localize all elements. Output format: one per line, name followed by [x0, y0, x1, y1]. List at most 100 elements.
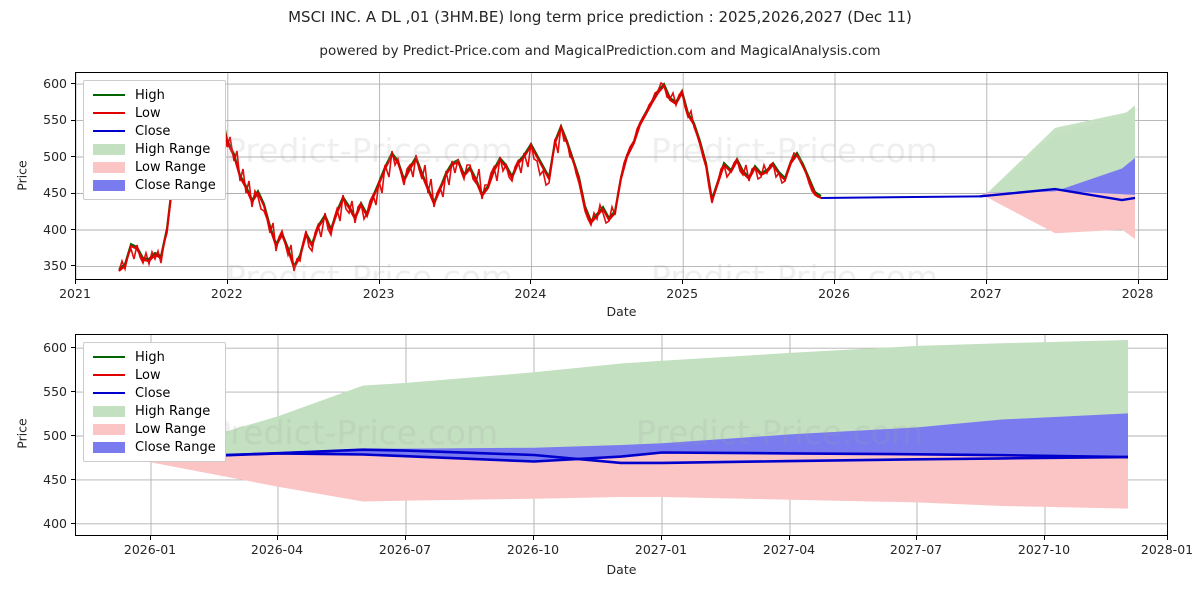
top-plot-area: Predict-Price.com Predict-Price.com Pred…: [75, 72, 1168, 280]
top-xtick-2023: 2023: [362, 286, 395, 301]
legend-item-label: High Range: [135, 141, 211, 157]
bottom-ytick-450: 450: [43, 472, 67, 487]
top-xtick-2022: 2022: [210, 286, 243, 301]
bottom-xaxis-label: Date: [606, 562, 637, 577]
legend-item-high-range[interactable]: High Range: [91, 402, 216, 420]
bottom-xtick-2027-07: 2027-07: [889, 542, 943, 557]
legend-item-high[interactable]: High: [91, 348, 216, 366]
top-xtick-mark: [226, 280, 228, 284]
top-ytick-350: 350: [43, 258, 67, 273]
top-xtick-2026: 2026: [818, 286, 850, 301]
top-xtick-mark: [985, 280, 987, 284]
top-ytick-mark: [71, 265, 75, 267]
legend-item-label: High: [135, 349, 165, 365]
legend-item-close[interactable]: Close: [91, 384, 216, 402]
bottom-chart-legend[interactable]: High Low Close High Range Low Range Clos…: [83, 342, 226, 462]
legend-item-label: Close: [135, 385, 171, 401]
bottom-xtick-mark: [1167, 536, 1168, 540]
bottom-xtick-mark: [1044, 536, 1045, 540]
bottom-close-line-shape: [120, 448, 1129, 465]
legend-close-range-swatch: [91, 440, 127, 454]
top-forecast-close-line: [979, 187, 1136, 202]
top-ytick-450: 450: [43, 185, 67, 200]
legend-low-swatch: [91, 368, 127, 382]
legend-item-label: Low: [135, 367, 161, 383]
bottom-xtick-2027-04: 2027-04: [762, 542, 816, 557]
top-ytick-mark: [71, 119, 75, 121]
bottom-ytick-mark: [71, 435, 75, 436]
legend-item-label: Close Range: [135, 177, 216, 193]
bottom-xtick-2027-10: 2027-10: [1017, 542, 1071, 557]
top-ytick-mark: [71, 83, 75, 84]
top-ytick-600: 600: [43, 76, 67, 91]
top-xtick-mark: [834, 280, 835, 284]
bottom-ytick-550: 550: [43, 384, 67, 399]
top-history-noise: [118, 81, 822, 272]
bottom-ytick-400: 400: [43, 516, 67, 531]
legend-high-range-swatch: [91, 142, 127, 156]
bottom-ytick-mark: [71, 347, 75, 349]
bottom-chart-svg: [76, 335, 1167, 535]
bottom-xtick-mark: [916, 536, 917, 540]
legend-item-label: Close: [135, 123, 171, 139]
top-ytick-mark: [71, 229, 75, 230]
top-history-close-line: [820, 195, 980, 199]
top-xtick-mark: [530, 280, 532, 284]
top-xtick-mark: [682, 280, 684, 284]
bottom-xtick-2028-01: 2028-01: [1140, 542, 1194, 557]
legend-item-label: Low: [135, 105, 161, 121]
legend-close-swatch: [91, 124, 127, 138]
bottom-xtick-mark: [405, 536, 406, 540]
legend-item-low[interactable]: Low: [91, 104, 216, 122]
legend-item-high[interactable]: High: [91, 86, 216, 104]
legend-low-range-swatch: [91, 160, 127, 174]
bottom-ytick-500: 500: [43, 428, 67, 443]
legend-low-range-swatch: [91, 422, 127, 436]
bottom-ytick-mark: [71, 478, 75, 480]
bottom-xtick-2026-10: 2026-10: [506, 542, 560, 557]
bottom-plot-area: Predict-Price.com Predict-Price.com: [75, 334, 1168, 536]
legend-item-label: High Range: [135, 403, 211, 419]
bottom-xtick-2026-07: 2026-07: [378, 542, 432, 557]
bottom-xtick-mark: [150, 536, 151, 540]
top-ytick-500: 500: [43, 149, 67, 164]
page-title: MSCI INC. A DL ,01 (3HM.BE) long term pr…: [288, 8, 912, 26]
top-xtick-mark: [1137, 280, 1139, 284]
top-xtick-mark: [75, 280, 76, 284]
bottom-xtick-mark: [277, 536, 278, 540]
bottom-xtick-2026-01: 2026-01: [123, 542, 177, 557]
bottom-xtick-mark: [533, 536, 534, 540]
legend-item-high-range[interactable]: High Range: [91, 140, 216, 158]
legend-item-label: Low Range: [135, 421, 206, 437]
legend-low-swatch: [91, 106, 127, 120]
legend-close-range-swatch: [91, 178, 127, 192]
top-ytick-550: 550: [43, 112, 67, 127]
bottom-ytick-mark: [71, 522, 75, 524]
top-chart-legend[interactable]: High Low Close High Range Low Range Clos…: [83, 80, 226, 200]
top-xtick-2024: 2024: [514, 286, 547, 301]
bottom-xtick-2027-01: 2027-01: [634, 542, 688, 557]
legend-high-swatch: [91, 350, 127, 364]
top-chart-panel: Predict-Price.com Predict-Price.com Pred…: [15, 72, 1168, 319]
top-chart-svg: [76, 73, 1167, 279]
top-high-range-polygon: [979, 105, 1135, 197]
bottom-low-range-polygon: [121, 452, 1128, 509]
legend-item-close[interactable]: Close: [91, 122, 216, 140]
top-xtick-2021: 2021: [59, 286, 91, 301]
bottom-yaxis-label: Price: [14, 418, 30, 449]
top-xaxis-label: Date: [606, 304, 637, 319]
bottom-xtick-mark: [789, 536, 790, 540]
legend-item-label: High: [135, 87, 165, 103]
top-xtick-2028: 2028: [1121, 286, 1154, 301]
legend-item-low-range[interactable]: Low Range: [91, 158, 216, 176]
legend-item-label: Close Range: [135, 439, 216, 455]
legend-high-swatch: [91, 88, 127, 102]
legend-item-close-range[interactable]: Close Range: [91, 438, 216, 456]
legend-high-range-swatch: [91, 404, 127, 418]
bottom-ytick-mark: [71, 391, 75, 393]
legend-item-low-range[interactable]: Low Range: [91, 420, 216, 438]
legend-item-close-range[interactable]: Close Range: [91, 176, 216, 194]
legend-item-low[interactable]: Low: [91, 366, 216, 384]
bottom-chart-panel: Predict-Price.com Predict-Price.com: [15, 334, 1193, 577]
